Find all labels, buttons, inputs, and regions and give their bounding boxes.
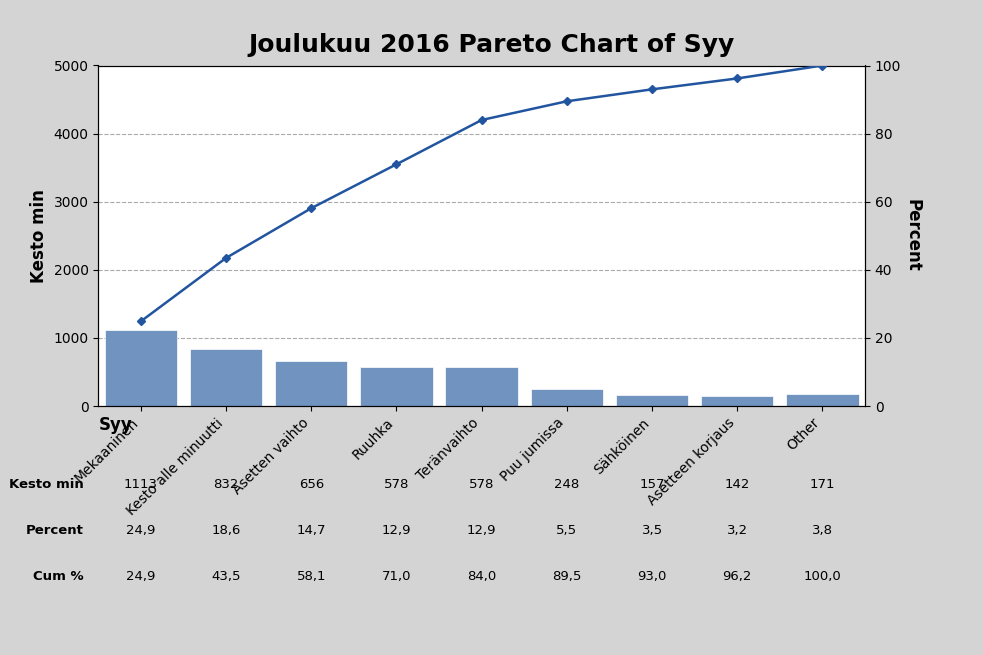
Text: Joulukuu 2016 Pareto Chart of Syy: Joulukuu 2016 Pareto Chart of Syy bbox=[249, 33, 734, 57]
Text: 14,7: 14,7 bbox=[297, 524, 326, 537]
Text: Percent: Percent bbox=[26, 524, 84, 537]
Text: 5,5: 5,5 bbox=[556, 524, 577, 537]
Bar bbox=[531, 389, 603, 406]
Text: 100,0: 100,0 bbox=[803, 570, 841, 583]
Text: 71,0: 71,0 bbox=[381, 570, 411, 583]
Bar bbox=[360, 367, 433, 406]
Bar bbox=[701, 396, 774, 406]
Text: 12,9: 12,9 bbox=[381, 524, 411, 537]
Text: 58,1: 58,1 bbox=[297, 570, 326, 583]
Bar bbox=[445, 367, 518, 406]
Text: Cum %: Cum % bbox=[32, 570, 84, 583]
Text: 3,2: 3,2 bbox=[726, 524, 748, 537]
Text: 157: 157 bbox=[639, 478, 665, 491]
Bar bbox=[786, 394, 859, 406]
Text: 248: 248 bbox=[554, 478, 580, 491]
Text: 96,2: 96,2 bbox=[723, 570, 752, 583]
Bar bbox=[105, 330, 177, 406]
Text: 24,9: 24,9 bbox=[126, 524, 155, 537]
Text: 171: 171 bbox=[810, 478, 836, 491]
Bar bbox=[275, 362, 348, 406]
Text: Kesto min: Kesto min bbox=[9, 478, 84, 491]
Text: 84,0: 84,0 bbox=[467, 570, 496, 583]
Text: 578: 578 bbox=[469, 478, 494, 491]
Bar bbox=[615, 396, 688, 406]
Text: 832: 832 bbox=[213, 478, 239, 491]
Bar bbox=[190, 349, 262, 406]
Text: 578: 578 bbox=[383, 478, 409, 491]
Text: 18,6: 18,6 bbox=[211, 524, 241, 537]
Text: 3,8: 3,8 bbox=[812, 524, 833, 537]
Text: 656: 656 bbox=[299, 478, 324, 491]
Text: 43,5: 43,5 bbox=[211, 570, 241, 583]
Y-axis label: Kesto min: Kesto min bbox=[29, 189, 48, 283]
Y-axis label: Percent: Percent bbox=[904, 199, 922, 272]
Text: 3,5: 3,5 bbox=[642, 524, 663, 537]
Text: Syy: Syy bbox=[98, 416, 132, 434]
Text: 93,0: 93,0 bbox=[637, 570, 666, 583]
Text: 1113: 1113 bbox=[124, 478, 158, 491]
Text: 89,5: 89,5 bbox=[552, 570, 582, 583]
Text: 24,9: 24,9 bbox=[126, 570, 155, 583]
Text: 12,9: 12,9 bbox=[467, 524, 496, 537]
Text: 142: 142 bbox=[724, 478, 750, 491]
